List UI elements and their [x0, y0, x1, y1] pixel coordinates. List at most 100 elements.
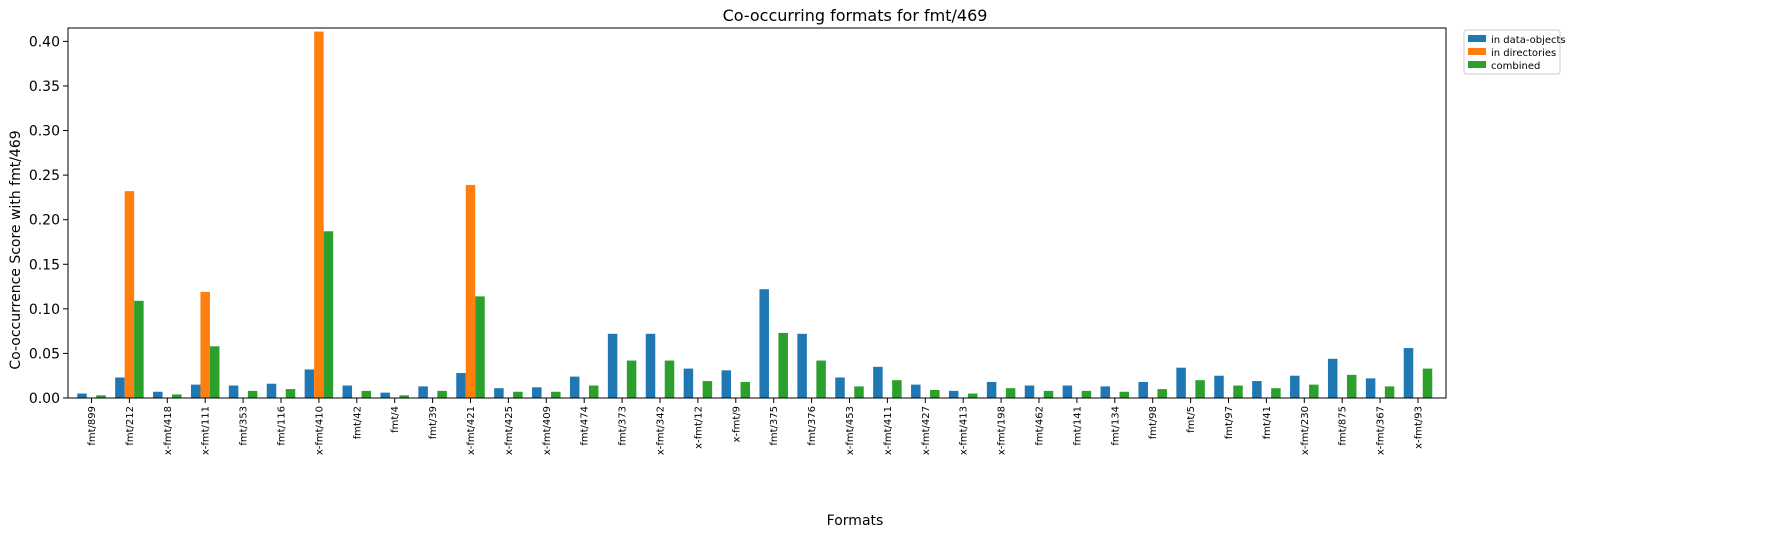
x-tick-label: x-fmt/93	[1414, 406, 1425, 449]
x-tick-label: fmt/39	[428, 406, 439, 439]
bar-in-data-objects-x-fmt-342	[645, 333, 656, 398]
bar-combined-fmt-42	[361, 390, 372, 398]
x-tick-label: x-fmt/427	[921, 406, 932, 455]
x-tick-label: x-fmt/12	[693, 406, 704, 449]
bar-in-data-objects-x-fmt-410	[304, 369, 315, 398]
bar-in-data-objects-x-fmt-425	[494, 388, 504, 398]
bar-combined-fmt-376	[816, 360, 826, 398]
x-tick-label: x-fmt/409	[542, 406, 553, 455]
bar-combined-fmt-141	[1081, 390, 1092, 398]
bar-combined-fmt-353	[247, 390, 258, 398]
bar-in-data-objects-x-fmt-12	[683, 368, 694, 398]
bar-combined-x-fmt-410	[323, 231, 334, 398]
bar-combined-x-fmt-198	[1005, 388, 1016, 398]
bar-in-data-objects-fmt-98	[1138, 381, 1148, 398]
bar-in-data-objects-x-fmt-367	[1365, 378, 1376, 398]
x-tick-label: x-fmt/230	[1300, 406, 1311, 455]
x-tick-label: fmt/116	[277, 406, 288, 446]
bar-combined-fmt-212	[134, 300, 144, 398]
legend-swatch-combined	[1468, 61, 1486, 68]
bar-combined-x-fmt-230	[1309, 384, 1319, 398]
x-tick-label: fmt/875	[1338, 406, 1349, 446]
bar-combined-x-fmt-342	[664, 360, 675, 398]
bar-in-data-objects-x-fmt-409	[532, 387, 542, 398]
legend: in data-objects in directories combined	[1463, 29, 1566, 75]
bar-in-data-objects-fmt-141	[1062, 385, 1073, 398]
y-tick-label: 0.25	[29, 168, 60, 184]
bar-combined-fmt-875	[1346, 374, 1357, 398]
bar-combined-fmt-462	[1043, 390, 1054, 398]
x-tick-label: x-fmt/411	[883, 406, 894, 455]
bar-combined-fmt-97	[1233, 385, 1243, 398]
x-tick-label: x-fmt/425	[504, 406, 515, 455]
bar-in-data-objects-fmt-875	[1327, 358, 1338, 398]
y-tick-label: 0.00	[29, 391, 60, 407]
bar-in-directories-fmt-212	[124, 191, 135, 398]
bar-in-data-objects-x-fmt-93	[1403, 348, 1414, 398]
x-tick-label: x-fmt/453	[845, 406, 856, 455]
x-tick-label: fmt/375	[769, 406, 780, 446]
bar-in-data-objects-fmt-134	[1100, 386, 1111, 398]
x-tick-label: fmt/141	[1072, 406, 1083, 446]
y-tick-label: 0.15	[29, 257, 60, 273]
legend-swatch-in-directories	[1468, 48, 1486, 55]
bar-in-data-objects-fmt-353	[228, 385, 239, 398]
bar-combined-fmt-134	[1119, 391, 1130, 398]
bar-in-data-objects-fmt-376	[797, 333, 807, 398]
x-tick-label: fmt/899	[87, 406, 98, 446]
bar-combined-fmt-899	[96, 395, 106, 398]
x-tick-label: x-fmt/367	[1376, 406, 1387, 455]
bar-in-data-objects-fmt-899	[77, 393, 87, 398]
bar-in-data-objects-x-fmt-111	[190, 384, 201, 398]
bar-combined-fmt-4	[399, 395, 409, 398]
bar-combined-fmt-116	[285, 389, 296, 398]
bar-combined-fmt-375	[778, 332, 788, 398]
x-axis-label: Formats	[827, 513, 884, 529]
bar-in-data-objects-fmt-375	[759, 289, 769, 398]
x-tick-label: fmt/373	[618, 406, 629, 446]
bar-combined-x-fmt-93	[1422, 368, 1433, 398]
legend-label-in-directories: in directories	[1491, 48, 1556, 59]
bar-combined-x-fmt-427	[930, 389, 940, 398]
bar-in-data-objects-fmt-462	[1024, 385, 1035, 398]
bar-combined-x-fmt-411	[892, 380, 902, 398]
bar-in-data-objects-x-fmt-230	[1290, 375, 1300, 398]
x-tick-label: x-fmt/421	[466, 406, 477, 455]
bar-combined-x-fmt-12	[702, 381, 713, 398]
bar-combined-fmt-474	[588, 385, 599, 398]
bar-in-data-objects-fmt-4	[380, 392, 390, 398]
bar-combined-x-fmt-9	[740, 381, 751, 398]
x-tick-label: x-fmt/9	[731, 406, 742, 442]
x-tick-label: fmt/134	[1110, 406, 1121, 446]
x-tick-label: fmt/212	[125, 406, 136, 446]
x-tick-label: fmt/4	[390, 406, 401, 433]
legend-label-combined: combined	[1491, 61, 1540, 72]
bar-in-data-objects-x-fmt-421	[456, 373, 466, 398]
bar-in-data-objects-fmt-42	[342, 385, 353, 398]
x-tick-label: x-fmt/342	[656, 406, 667, 455]
bar-in-data-objects-x-fmt-413	[948, 390, 959, 398]
bar-combined-x-fmt-409	[551, 391, 561, 398]
bar-in-directories-x-fmt-111	[200, 291, 210, 398]
bar-in-data-objects-fmt-5	[1176, 367, 1186, 398]
plot-frame	[67, 27, 1447, 399]
bar-combined-fmt-98	[1157, 389, 1167, 398]
bar-combined-fmt-373	[626, 360, 637, 398]
bar-in-data-objects-fmt-212	[115, 377, 125, 398]
bar-combined-x-fmt-421	[475, 296, 485, 398]
x-tick-label: fmt/41	[1262, 406, 1273, 439]
bar-in-data-objects-x-fmt-418	[153, 391, 163, 398]
y-tick-label: 0.05	[29, 346, 60, 362]
y-tick-label: 0.35	[29, 79, 60, 95]
bar-combined-x-fmt-111	[209, 346, 220, 398]
bar-in-data-objects-x-fmt-453	[835, 377, 845, 398]
bar-in-data-objects-fmt-373	[607, 333, 618, 398]
y-tick-label: 0.40	[29, 34, 60, 50]
y-axis-label: Co-occurrence Score with fmt/469	[8, 130, 24, 369]
x-tick-label: fmt/5	[1186, 406, 1197, 433]
bar-in-data-objects-x-fmt-9	[721, 370, 732, 398]
legend-label-in-data-objects: in data-objects	[1491, 35, 1566, 46]
x-tick-label: x-fmt/410	[314, 406, 325, 455]
x-tick-label: fmt/353	[239, 406, 250, 446]
